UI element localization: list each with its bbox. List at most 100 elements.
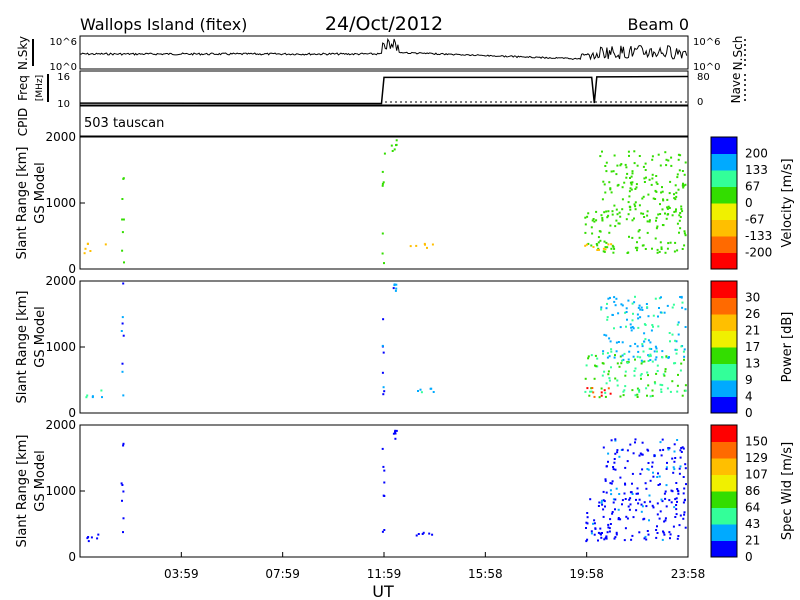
echo-cell xyxy=(675,482,678,484)
echo-region xyxy=(381,318,386,396)
echo-cell xyxy=(669,390,672,393)
noise-sky-trace xyxy=(79,37,688,61)
echo-cell xyxy=(638,454,641,457)
echo-cell xyxy=(395,429,398,432)
echo-cell xyxy=(624,466,627,469)
echo-cell xyxy=(629,323,632,326)
echo-cell xyxy=(676,488,679,490)
echo-cell xyxy=(589,498,592,501)
echo-cell xyxy=(670,164,673,167)
echo-cell xyxy=(651,177,654,180)
echo-cell xyxy=(664,517,667,520)
echo-cell xyxy=(668,332,671,334)
echo-cell xyxy=(675,352,678,355)
echo-cell xyxy=(677,535,680,537)
echo-cell xyxy=(654,345,657,348)
echo-cell xyxy=(587,355,590,358)
cpid-strip-frame xyxy=(79,105,689,137)
echo-cell xyxy=(613,458,616,460)
echo-cell xyxy=(679,456,682,459)
echo-cell xyxy=(627,299,630,302)
echo-cell xyxy=(593,522,596,525)
echo-cell xyxy=(664,212,666,215)
echo-cell xyxy=(674,457,677,459)
echo-cell xyxy=(600,533,602,536)
echo-cell xyxy=(597,505,600,507)
echo-cell xyxy=(122,517,125,520)
echo-cell xyxy=(612,245,615,248)
echo-cell xyxy=(635,183,638,186)
echo-cell xyxy=(652,475,655,478)
echo-cell xyxy=(651,158,654,161)
echo-cell xyxy=(676,537,679,540)
echo-cell xyxy=(595,210,598,213)
echo-cell xyxy=(591,219,594,222)
echo-cell xyxy=(120,330,123,332)
echo-cell xyxy=(393,284,396,287)
echo-cell xyxy=(640,362,643,365)
echo-cell xyxy=(654,358,657,361)
echo-cell xyxy=(621,448,624,451)
y-tick-label: 0 xyxy=(68,550,76,564)
echo-cell xyxy=(651,324,654,326)
echo-cell xyxy=(599,155,602,158)
echo-cell xyxy=(615,208,618,211)
echo-cell xyxy=(620,303,623,306)
echo-cell xyxy=(680,362,683,365)
echo-cell xyxy=(614,498,617,501)
echo-cell xyxy=(593,533,596,536)
echo-cell xyxy=(634,295,636,298)
echo-cell xyxy=(590,226,593,229)
echo-cell xyxy=(624,527,627,530)
echo-cell xyxy=(429,387,432,390)
echo-cell xyxy=(597,531,600,534)
colorbar-swatch xyxy=(711,153,737,171)
echo-cell xyxy=(683,173,686,176)
echo-cell xyxy=(585,364,588,367)
echo-cell xyxy=(646,448,649,451)
echo-cell xyxy=(610,439,613,442)
echo-cell xyxy=(660,246,663,249)
date-title: 24/Oct/2012 xyxy=(325,13,443,35)
echo-cell xyxy=(648,494,651,497)
echo-cell xyxy=(655,216,658,219)
colorbar-swatch xyxy=(711,491,737,508)
echo-cell xyxy=(637,350,640,353)
echo-cell xyxy=(683,487,686,490)
echo-cell xyxy=(615,173,618,176)
echo-cell xyxy=(643,360,646,363)
echo-cell xyxy=(121,249,124,252)
echo-cell xyxy=(674,184,677,187)
echo-cell xyxy=(622,394,625,397)
echo-cell xyxy=(646,530,649,532)
echo-cell xyxy=(603,250,606,253)
echo-cell xyxy=(677,321,680,324)
echo-cell xyxy=(662,373,665,376)
echo-cell xyxy=(652,314,655,317)
echo-cell xyxy=(674,348,677,351)
echo-cell xyxy=(415,244,418,247)
model-label: GS Model xyxy=(33,450,48,512)
echo-cell xyxy=(661,186,663,189)
echo-cell xyxy=(616,451,619,454)
echo-cell xyxy=(683,513,686,516)
echo-cell xyxy=(668,356,670,359)
echo-cell xyxy=(122,531,124,534)
echo-cell xyxy=(393,148,396,151)
echo-cell xyxy=(381,170,384,173)
echo-cell xyxy=(657,315,659,318)
x-tick-label: 15:58 xyxy=(468,567,503,581)
echo-cell xyxy=(614,439,617,442)
model-label: GS Model xyxy=(33,306,48,368)
echo-cell xyxy=(601,374,604,377)
echo-cell xyxy=(634,246,637,249)
y-tick-label: 2000 xyxy=(45,130,76,144)
echo-cell xyxy=(682,447,685,450)
echo-cell xyxy=(86,537,89,540)
echo-cell xyxy=(600,501,603,504)
echo-cell xyxy=(641,309,644,311)
echo-cell xyxy=(654,198,657,200)
echo-region xyxy=(381,152,386,265)
echo-cell xyxy=(631,472,634,475)
echo-cell xyxy=(626,517,629,520)
